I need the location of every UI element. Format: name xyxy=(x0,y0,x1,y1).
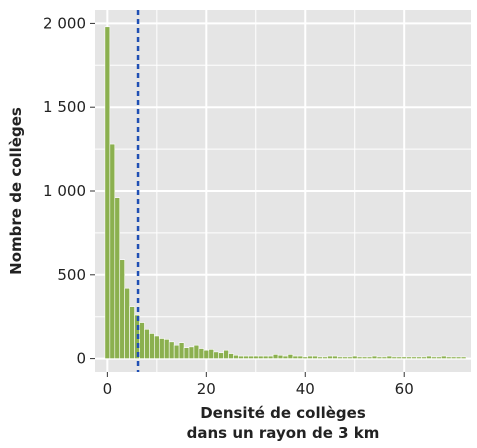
histogram-bar xyxy=(267,355,274,359)
x-axis-title-line-1: Densité de collèges xyxy=(200,404,366,422)
histogram-bar xyxy=(450,356,457,359)
histogram-bar xyxy=(327,355,333,359)
histogram-bar xyxy=(173,344,180,359)
histogram-bar xyxy=(381,356,388,359)
histogram-bar xyxy=(302,356,309,359)
histogram-bar xyxy=(421,356,427,359)
histogram-bar xyxy=(391,356,398,359)
histogram-bar xyxy=(208,349,215,359)
histogram-bar xyxy=(159,338,165,359)
histogram-bar xyxy=(178,342,185,359)
histogram-bar xyxy=(119,259,125,359)
histogram-bar xyxy=(163,339,170,359)
histogram-bar xyxy=(322,356,328,359)
histogram-bar xyxy=(317,356,323,359)
histogram-bar xyxy=(406,356,412,359)
histogram-bar xyxy=(109,143,116,359)
histogram-bar xyxy=(139,322,145,359)
histogram-bar xyxy=(272,354,279,359)
histogram-bar xyxy=(401,356,407,359)
histogram-bar xyxy=(223,349,229,359)
histogram-bar xyxy=(460,356,467,359)
histogram-bar xyxy=(347,356,353,359)
y-tick-label: 2 000 xyxy=(43,14,86,32)
histogram-bar xyxy=(203,349,210,359)
histogram-bar xyxy=(337,356,343,359)
histogram-bar xyxy=(287,354,294,359)
histogram-bar xyxy=(386,355,393,359)
histogram-bar xyxy=(114,197,121,359)
y-tick-label: 1 500 xyxy=(43,98,86,116)
histogram-bar xyxy=(144,328,150,359)
histogram-bar xyxy=(124,287,130,359)
histogram-bar xyxy=(312,355,318,359)
histogram-bar xyxy=(243,355,249,359)
histogram-bar xyxy=(253,355,259,359)
histogram-bar xyxy=(233,354,239,359)
histogram-bar xyxy=(455,356,462,359)
histogram-bar xyxy=(198,348,205,359)
histogram-bar xyxy=(361,356,368,359)
histogram-bar xyxy=(431,356,437,359)
histogram-bar xyxy=(426,355,432,359)
histogram-bar xyxy=(248,355,254,359)
y-axis-ticks: 0 500 1 000 1 500 2 000 xyxy=(43,14,95,368)
x-axis-ticks: 0 20 40 60 xyxy=(103,372,414,398)
histogram-bar xyxy=(277,354,284,359)
y-axis-title: Nombre de collèges xyxy=(7,107,25,275)
histogram-bar xyxy=(396,356,403,359)
histogram-bar xyxy=(351,355,358,359)
histogram-bar xyxy=(297,355,304,359)
histogram-bar xyxy=(154,335,160,359)
histogram-bar xyxy=(193,344,200,359)
histogram-bar xyxy=(213,351,219,359)
histogram-bar xyxy=(104,26,111,359)
histogram-bar xyxy=(238,355,244,359)
histogram-bar xyxy=(376,356,383,359)
histogram-bar xyxy=(228,353,234,359)
histogram-bar xyxy=(441,355,447,359)
histogram-bar xyxy=(411,356,417,359)
histogram-bar xyxy=(129,306,135,359)
x-tick-label: 20 xyxy=(197,380,216,398)
histogram-bar xyxy=(218,352,224,359)
histogram-bars xyxy=(104,26,467,359)
histogram-bar xyxy=(188,346,195,359)
y-tick-label: 0 xyxy=(76,350,86,368)
x-tick-label: 40 xyxy=(296,380,315,398)
histogram-bar xyxy=(366,356,373,359)
histogram-bar xyxy=(307,355,313,359)
x-axis-title-line-2: dans un rayon de 3 km xyxy=(187,424,380,442)
histogram-bar xyxy=(436,356,442,359)
histogram-bar xyxy=(292,355,299,359)
histogram-bar xyxy=(183,347,190,359)
histogram-bar xyxy=(262,355,269,359)
y-tick-label: 500 xyxy=(57,266,86,284)
histogram-bar xyxy=(445,356,452,359)
x-tick-label: 0 xyxy=(103,380,113,398)
histogram-bar xyxy=(149,333,155,359)
histogram-bar xyxy=(342,356,348,359)
histogram-bar xyxy=(371,355,378,359)
histogram-bar xyxy=(332,355,338,359)
histogram-bar xyxy=(168,341,175,359)
x-tick-label: 60 xyxy=(395,380,414,398)
histogram-bar xyxy=(257,355,264,359)
histogram-bar xyxy=(282,355,289,359)
y-tick-label: 1 000 xyxy=(43,182,86,200)
histogram-bar xyxy=(416,356,422,359)
histogram-bar xyxy=(356,356,363,359)
